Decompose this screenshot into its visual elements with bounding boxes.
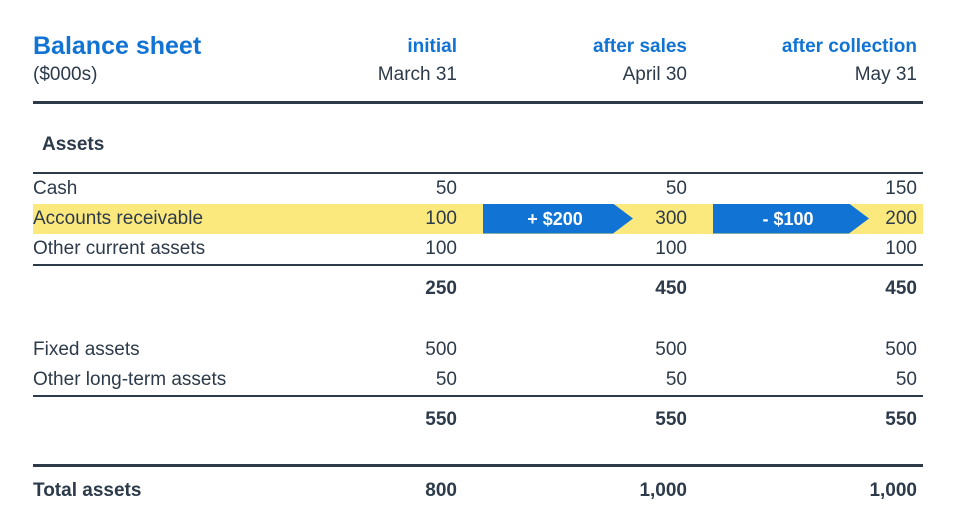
cell-value: 150 <box>885 177 917 199</box>
column-header-after-collection: after collection May 31 <box>687 33 917 88</box>
cell-value: 50 <box>895 368 917 390</box>
cell-value: 100 <box>885 237 917 259</box>
date-label: March 31 <box>377 64 457 85</box>
date-label: May 31 <box>854 64 917 85</box>
cell-value: 300 <box>655 207 687 229</box>
cell-value: 550 <box>425 408 457 430</box>
column-header-initial: initial March 31 <box>227 33 457 88</box>
scenario-label: after sales <box>592 36 687 57</box>
cell-value: 550 <box>885 408 917 430</box>
cell-value: 500 <box>655 338 687 360</box>
column-header-after-sales: after sales April 30 <box>457 33 687 88</box>
row-other-long-term-assets: Other long-term assets 50 50 50 <box>33 365 923 395</box>
row-fixed-assets: Fixed assets 500 500 500 <box>33 335 923 365</box>
section-gap <box>33 303 923 335</box>
cell-value: 500 <box>885 338 917 360</box>
cell-value: 100 <box>425 207 457 229</box>
cell-value: 100 <box>425 237 457 259</box>
divider-long-term-assets <box>33 394 923 397</box>
total-assets-row: Total assets 800 1,000 1,000 <box>33 477 923 505</box>
cell-value: 1,000 <box>869 479 917 501</box>
cell-value: 450 <box>655 277 687 299</box>
cell-value: 50 <box>435 368 457 390</box>
row-other-current-assets: Other current assets 100 100 100 <box>33 234 923 264</box>
cell-value: 450 <box>885 277 917 299</box>
flow-arrow-sales: + $200 <box>483 204 633 234</box>
cell-value: 100 <box>655 237 687 259</box>
cell-value: 800 <box>425 479 457 501</box>
row-label: Other long-term assets <box>33 368 227 390</box>
cell-value: 1,000 <box>639 479 687 501</box>
sheet-title: Balance sheet <box>33 32 202 60</box>
row-label: Accounts receivable <box>33 207 204 229</box>
row-accounts-receivable: Accounts receivable 100 300 200 + $200 -… <box>33 203 923 234</box>
row-label: Other current assets <box>33 237 206 259</box>
cell-value: 550 <box>655 408 687 430</box>
row-label: Total assets <box>33 479 142 501</box>
row-label: Fixed assets <box>33 338 140 360</box>
cell-value: 50 <box>665 368 687 390</box>
cell-value: 50 <box>435 177 457 199</box>
cell-value: 500 <box>425 338 457 360</box>
total-gap <box>33 434 923 464</box>
cell-value: 50 <box>665 177 687 199</box>
title-block: Balance sheet ($000s) <box>33 31 227 88</box>
row-label: Cash <box>33 177 78 199</box>
scenario-label: after collection <box>781 36 917 57</box>
flow-arrow-collection: - $100 <box>713 204 869 234</box>
date-label: April 30 <box>622 64 687 85</box>
section-header-assets: Assets <box>42 134 105 155</box>
cell-value: 250 <box>425 277 457 299</box>
subtotal-current-assets-row: 250 450 450 <box>33 275 923 303</box>
subtotal-long-term-row: 550 550 550 <box>33 406 923 434</box>
divider-assets <box>33 172 923 174</box>
table-header: Balance sheet ($000s) initial March 31 a… <box>33 0 923 101</box>
cell-value: 200 <box>885 207 917 229</box>
divider-header <box>33 101 923 104</box>
divider-total <box>33 463 923 467</box>
unit-note: ($000s) <box>33 64 98 85</box>
row-cash: Cash 50 50 150 <box>33 174 923 204</box>
divider-current-assets <box>33 263 923 266</box>
scenario-label: initial <box>407 36 457 57</box>
